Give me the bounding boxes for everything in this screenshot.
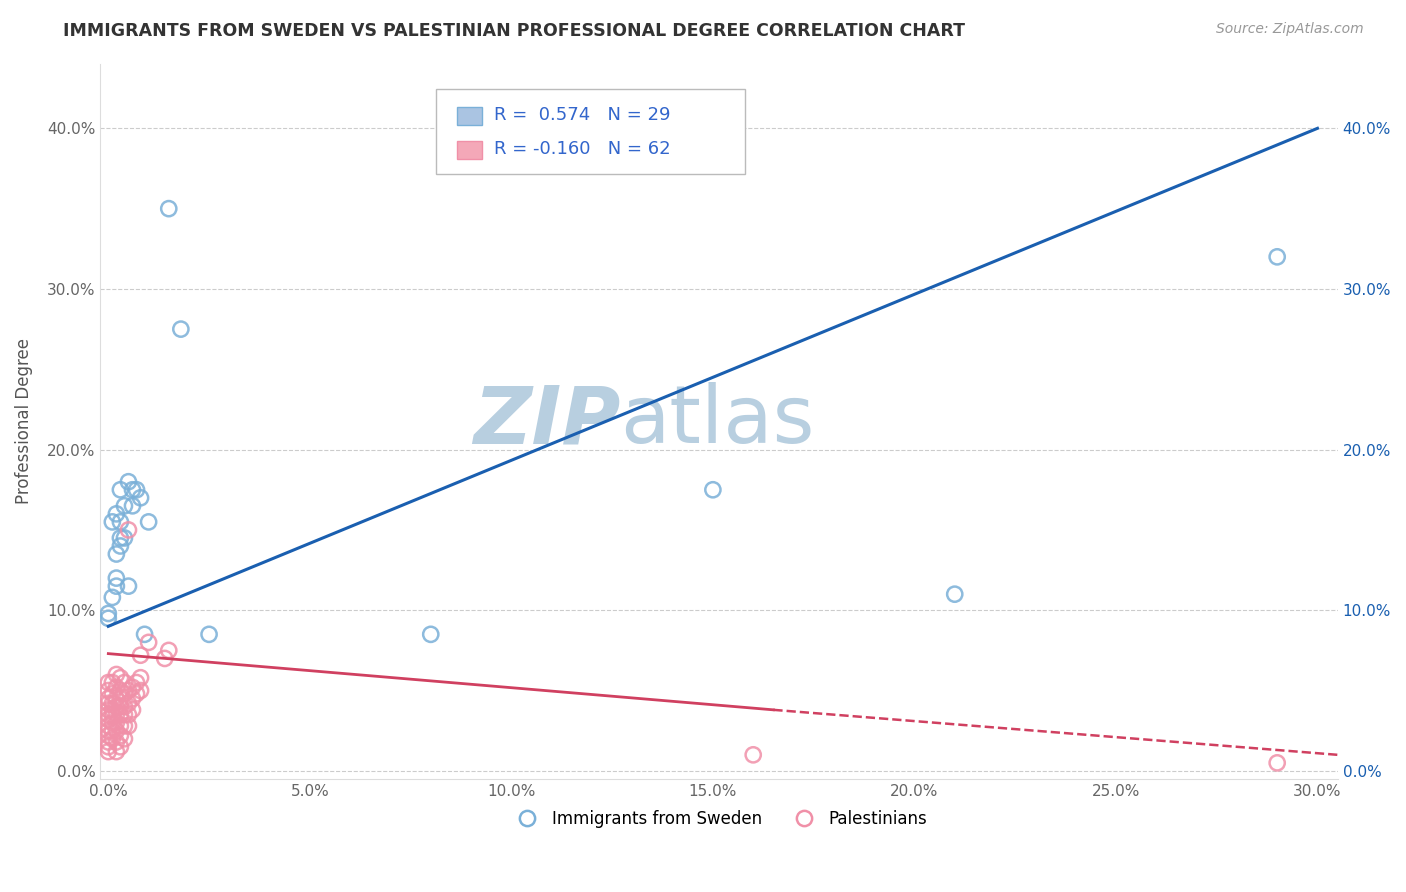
Point [125, 687, 148, 701]
Point [110, 671, 132, 685]
Point [110, 683, 132, 698]
Point [101, 675, 124, 690]
Point [129, 648, 152, 663]
Point [97, 739, 120, 754]
Point [114, 687, 136, 701]
Text: atlas: atlas [620, 383, 814, 460]
Point [138, 515, 160, 529]
Point [110, 515, 132, 529]
Point [114, 531, 136, 545]
Point [110, 699, 132, 714]
Point [117, 719, 139, 733]
Point [117, 683, 139, 698]
Point [110, 531, 132, 545]
Y-axis label: Professional Degree: Professional Degree [15, 338, 32, 505]
Point [157, 643, 180, 657]
Point [101, 731, 124, 746]
Point [97, 713, 120, 727]
Point [97, 723, 120, 738]
Point [97, 707, 120, 722]
Point [121, 483, 143, 497]
Point [105, 699, 128, 714]
Point [101, 687, 124, 701]
Point [129, 671, 152, 685]
Point [105, 681, 128, 695]
Point [125, 675, 148, 690]
Point [419, 627, 441, 641]
Point [105, 667, 128, 681]
Point [97, 611, 120, 625]
Point [129, 491, 152, 505]
Point [110, 739, 132, 754]
Point [105, 715, 128, 730]
Point [702, 483, 724, 497]
Point [114, 499, 136, 513]
Point [121, 681, 143, 695]
Point [101, 591, 124, 605]
Point [97, 683, 120, 698]
Point [97, 735, 120, 749]
Point [101, 715, 124, 730]
Point [105, 547, 128, 561]
Point [101, 723, 124, 738]
Point [117, 475, 139, 489]
Point [97, 703, 120, 717]
Point [114, 707, 136, 722]
Point [125, 483, 148, 497]
Point [97, 691, 120, 706]
Point [105, 507, 128, 521]
Point [110, 707, 132, 722]
Point [110, 691, 132, 706]
Point [114, 731, 136, 746]
Point [117, 579, 139, 593]
Point [121, 691, 143, 706]
Point [97, 697, 120, 711]
Text: R = -0.160   N = 62: R = -0.160 N = 62 [494, 140, 671, 158]
Text: ZIP: ZIP [472, 383, 620, 460]
Point [105, 579, 128, 593]
Point [153, 651, 176, 665]
Point [97, 607, 120, 621]
Text: IMMIGRANTS FROM SWEDEN VS PALESTINIAN PROFESSIONAL DEGREE CORRELATION CHART: IMMIGRANTS FROM SWEDEN VS PALESTINIAN PR… [63, 22, 966, 40]
Point [129, 683, 152, 698]
Point [105, 723, 128, 738]
Point [105, 745, 128, 759]
Point [105, 735, 128, 749]
Legend: Immigrants from Sweden, Palestinians: Immigrants from Sweden, Palestinians [503, 804, 934, 835]
Point [114, 699, 136, 714]
Point [105, 691, 128, 706]
Point [101, 707, 124, 722]
Point [121, 499, 143, 513]
Point [101, 515, 124, 529]
Point [110, 539, 132, 553]
Point [198, 627, 221, 641]
Point [117, 523, 139, 537]
Point [943, 587, 966, 601]
Point [117, 707, 139, 722]
Point [1265, 250, 1288, 264]
Point [110, 719, 132, 733]
Point [117, 697, 139, 711]
Point [138, 635, 160, 649]
Point [97, 729, 120, 743]
Point [97, 745, 120, 759]
Point [105, 707, 128, 722]
Point [134, 627, 156, 641]
Point [121, 703, 143, 717]
Point [97, 719, 120, 733]
Text: R =  0.574   N = 29: R = 0.574 N = 29 [494, 106, 671, 124]
Point [742, 747, 765, 762]
Point [110, 483, 132, 497]
Point [110, 729, 132, 743]
Point [101, 703, 124, 717]
Point [1265, 756, 1288, 770]
Point [101, 697, 124, 711]
Point [97, 675, 120, 690]
Point [105, 571, 128, 585]
Point [157, 202, 180, 216]
Text: Source: ZipAtlas.com: Source: ZipAtlas.com [1216, 22, 1364, 37]
Point [114, 675, 136, 690]
Point [114, 719, 136, 733]
Point [170, 322, 193, 336]
